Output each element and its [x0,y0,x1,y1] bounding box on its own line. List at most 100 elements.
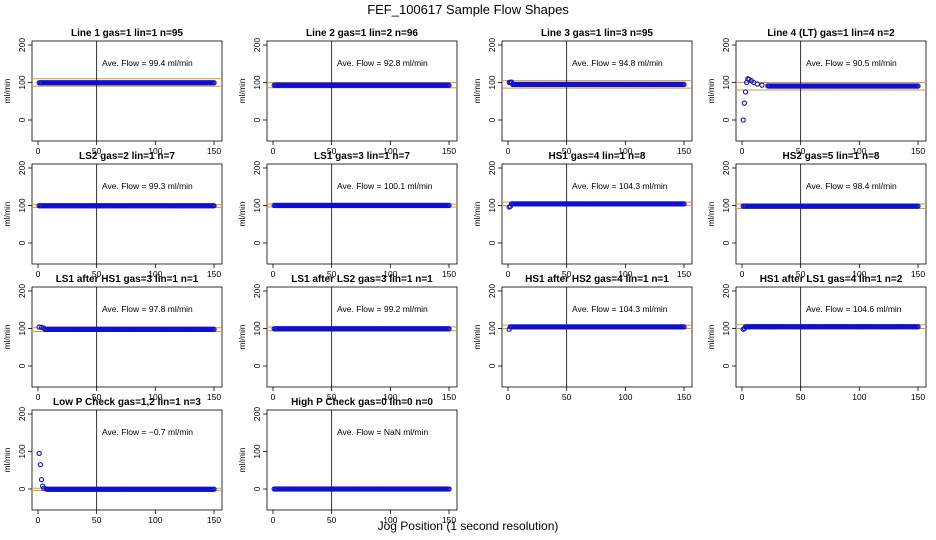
x-tick-label: 0 [271,392,276,402]
x-tick-label: 150 [442,392,456,402]
x-tick-label: 0 [740,269,745,279]
x-tick-label: 150 [911,392,925,402]
y-axis-label: ml/min [237,201,247,226]
panel-title: LS1 after LS2 gas=3 lin=1 n=1 [291,274,433,285]
plot-frame [31,286,223,388]
panel-title: Line 3 gas=1 lin=3 n=95 [541,28,653,39]
y-tick-label: 0 [252,363,262,368]
y-tick-label: 0 [17,117,27,122]
x-tick-label: 50 [327,146,337,156]
average-flow-annotation: Ave. Flow = 104.6 ml/min [806,304,902,314]
x-tick-label: 150 [207,146,221,156]
panel-title: Line 2 gas=1 lin=2 n=96 [306,28,418,39]
x-tick-label: 100 [852,392,866,402]
y-tick-label: 200 [17,407,27,421]
plot-frame [31,409,223,511]
y-axis-label: ml/min [472,324,482,349]
y-tick-label: 0 [17,240,27,245]
data-point [446,202,452,209]
x-tick-label: 50 [92,146,102,156]
x-tick-label: 50 [562,269,572,279]
plot-frame [501,40,693,142]
x-tick-label: 0 [506,146,511,156]
x-tick-label: 50 [796,146,806,156]
x-tick-label: 50 [796,392,806,402]
y-tick-label: 200 [17,161,27,175]
x-tick-label: 100 [618,392,632,402]
y-tick-label: 0 [17,363,27,368]
plot-frame [735,40,927,142]
x-tick-label: 150 [677,146,691,156]
x-tick-label: 150 [442,515,456,525]
panel: LS1 after HS1 gas=3 lin=1 n=1 0 50 100 150 0 1… [2,274,223,402]
panel: HS1 after HS2 gas=4 lin=1 n=1 0 50 100 150 0 1… [472,274,693,402]
x-tick-label: 150 [911,146,925,156]
panel: Low P Check gas=1,2 lin=1 n=3 0 50 100 150 0 1… [2,397,223,525]
x-tick-label: 0 [36,269,41,279]
y-tick-label: 100 [721,198,731,212]
plot-frame [266,163,458,265]
y-tick-label: 200 [487,38,497,52]
panel: HS1 after LS1 gas=4 lin=1 n=2 0 50 100 150 0 1… [706,274,927,402]
panel: Line 1 gas=1 lin=1 n=95 0 50 100 150 0 100 200 m… [2,28,223,156]
data-point [741,100,747,106]
y-axis-label: ml/min [706,324,716,349]
y-tick-label: 200 [252,407,262,421]
y-axis-label: ml/min [706,201,716,226]
y-axis-label: ml/min [2,447,12,472]
panel-title: High P Check gas=0 lin=0 n=0 [291,397,433,408]
y-tick-label: 100 [17,321,27,335]
y-tick-label: 0 [487,117,497,122]
plot-frame [266,409,458,511]
panel-title: HS2 gas=5 lin=1 n=8 [783,151,880,162]
y-tick-label: 100 [252,75,262,89]
panel-title: HS1 gas=4 lin=1 n=8 [549,151,646,162]
x-tick-label: 0 [271,146,276,156]
plot-frame [501,163,693,265]
x-tick-label: 50 [562,146,572,156]
x-tick-label: 50 [92,515,102,525]
panel: Line 2 gas=1 lin=2 n=96 0 50 100 150 0 100 200 m… [237,28,458,156]
x-tick-label: 100 [383,146,397,156]
data-point [740,117,746,123]
y-tick-label: 100 [721,75,731,89]
x-tick-label: 150 [207,515,221,525]
y-tick-label: 0 [17,486,27,491]
data-point [754,81,760,87]
panel-title: LS2 gas=2 lin=1 n=7 [79,151,175,162]
panel-title: Line 4 (LT) gas=1 lin=4 n=2 [767,28,895,39]
x-axis-caption: Jog Position (1 second resolution) [377,519,559,533]
x-tick-label: 150 [442,146,456,156]
average-flow-annotation: Ave. Flow = 98.4 ml/min [806,181,897,191]
x-tick-label: 0 [740,146,745,156]
average-flow-annotation: Ave. Flow = 97.8 ml/min [102,304,193,314]
x-tick-label: 50 [562,392,572,402]
y-tick-label: 100 [252,198,262,212]
x-tick-label: 150 [911,269,925,279]
y-tick-label: 0 [721,117,731,122]
average-flow-annotation: Ave. Flow = 94.8 ml/min [572,58,663,68]
plot-frame [266,40,458,142]
y-axis-label: ml/min [2,201,12,226]
y-tick-label: 100 [487,75,497,89]
average-flow-annotation: Ave. Flow = 92.8 ml/min [337,58,428,68]
average-flow-annotation: Ave. Flow = 99.4 ml/min [102,58,193,68]
y-tick-label: 0 [487,363,497,368]
y-axis-label: ml/min [2,78,12,103]
page-title: FEF_100617 Sample Flow Shapes [367,2,569,17]
panel: HS2 gas=5 lin=1 n=8 0 50 100 150 0 100 200 ml/mi… [706,151,927,279]
plot-frame [31,40,223,142]
data-point [681,201,687,207]
plot-frame [266,286,458,388]
y-tick-label: 100 [487,321,497,335]
x-tick-label: 50 [327,515,337,525]
panel: LS1 gas=3 lin=1 n=7 0 50 100 150 0 100 200 ml/mi… [237,151,458,279]
y-tick-label: 200 [17,284,27,298]
data-point [211,326,217,332]
y-tick-label: 200 [721,38,731,52]
y-tick-label: 200 [252,284,262,298]
y-tick-label: 100 [487,198,497,212]
data-point [36,450,42,457]
x-tick-label: 0 [271,269,276,279]
average-flow-annotation: Ave. Flow = 90.5 ml/min [806,58,897,68]
